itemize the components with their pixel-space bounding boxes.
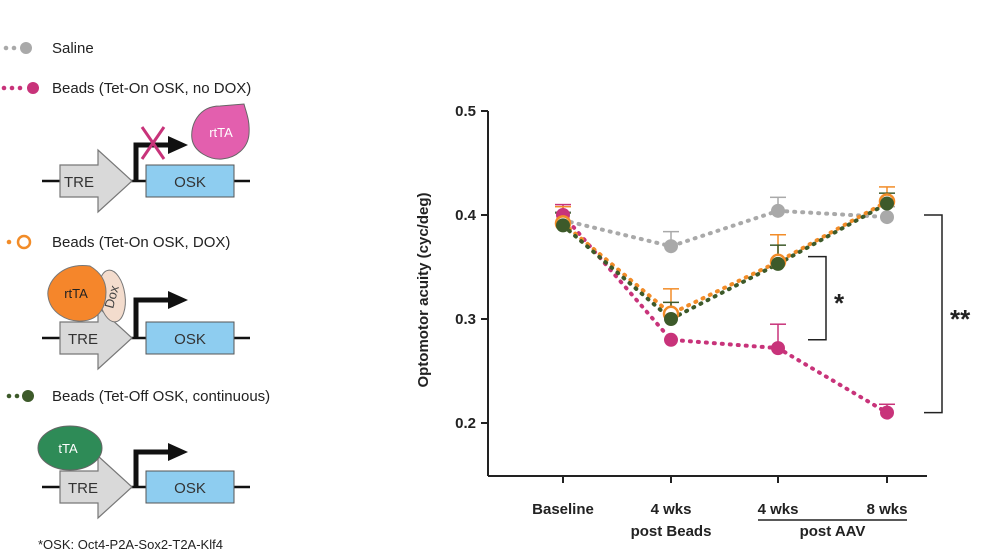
x-tick-label: Baseline xyxy=(532,501,594,518)
osk-label: OSK xyxy=(174,480,206,497)
legend-dot xyxy=(6,239,12,245)
legend-item-dox: Beads (Tet-On OSK, DOX) xyxy=(6,234,230,251)
legend-marker-saline xyxy=(20,42,32,54)
x-tick-sublabel: post Beads xyxy=(631,523,712,540)
osk-label: OSK xyxy=(174,174,206,191)
group-label: post AAV xyxy=(800,523,866,540)
data-point xyxy=(556,218,570,233)
rtta-protein xyxy=(191,103,250,160)
legend-dot xyxy=(17,85,23,91)
y-axis-title: Optomotor acuity (cyc/deg) xyxy=(415,192,432,387)
footnote: *OSK: Oct4-P2A-Sox2-T2A-Klf4 xyxy=(38,537,223,552)
tre-label: TRE xyxy=(68,480,98,497)
data-point xyxy=(664,239,678,254)
significance-bracket xyxy=(808,255,827,341)
promoter-arrowhead xyxy=(168,136,188,154)
osk-box xyxy=(145,164,235,198)
cross-icon xyxy=(140,126,166,160)
legend-dot xyxy=(14,393,20,399)
data-point xyxy=(664,332,678,347)
legend-dot xyxy=(6,393,12,399)
data-point xyxy=(880,210,894,225)
significance-brackets: *** xyxy=(808,214,971,414)
tta-label: tTA xyxy=(58,441,78,456)
legend-dot xyxy=(1,85,7,91)
legend-label-saline: Saline xyxy=(52,40,94,57)
tre-label: TRE xyxy=(64,174,94,191)
legend-label-tet-off: Beads (Tet-Off OSK, continuous) xyxy=(52,388,270,405)
data-point xyxy=(664,312,678,326)
x-tick-label: 4 wks xyxy=(651,501,692,518)
data-point xyxy=(771,203,785,218)
y-tick-label: 0.4 xyxy=(455,207,477,224)
series-line xyxy=(561,201,889,322)
significance-bracket xyxy=(924,214,943,414)
promoter-arrow xyxy=(133,297,172,338)
promoter-arrow xyxy=(133,142,172,181)
tre-label: TRE xyxy=(68,331,98,348)
y-tick-label: 0.2 xyxy=(455,415,476,432)
legend-label-no-dox: Beads (Tet-On OSK, no DOX) xyxy=(52,80,251,97)
construct-diagram-no-dox: TRE OSK rtTA xyxy=(42,103,250,214)
significance-label: ** xyxy=(950,304,971,334)
legend-label-dox: Beads (Tet-On OSK, DOX) xyxy=(52,234,230,251)
legend-marker-tet-off xyxy=(22,390,34,402)
promoter-arrowhead xyxy=(168,443,188,461)
y-tick-label: 0.3 xyxy=(455,311,476,328)
legend-item-tet-off: Beads (Tet-Off OSK, continuous) xyxy=(6,388,270,405)
osk-box xyxy=(145,321,235,355)
x-tick-label: 4 wks xyxy=(758,501,799,518)
legend-dot xyxy=(3,45,9,51)
data-point xyxy=(771,256,785,271)
tre-arrow xyxy=(59,454,133,520)
construct-diagram-tet-off: TRE OSK tTA xyxy=(37,425,250,520)
line-chart: Optomotor acuity (cyc/deg) 0.5 0.4 0.3 0.2 B… xyxy=(415,103,971,540)
tre-arrow xyxy=(59,305,133,371)
legend-item-saline: Saline xyxy=(3,40,94,57)
series-line xyxy=(561,213,889,415)
legend-marker-no-dox xyxy=(27,82,39,94)
x-tick-label: 8 wks xyxy=(867,501,908,518)
rtta-protein xyxy=(47,265,107,322)
chart-series xyxy=(554,186,896,420)
rtta-label: rtTA xyxy=(209,125,233,140)
construct-diagram-dox: TRE OSK Dox rtTA xyxy=(42,265,250,371)
legend: Saline Beads (Tet-On OSK, no DOX) Beads … xyxy=(1,40,270,405)
legend-dot xyxy=(9,85,15,91)
osk-label: OSK xyxy=(174,331,206,348)
promoter-arrowhead xyxy=(168,291,188,309)
rtta-label: rtTA xyxy=(64,286,88,301)
legend-dot xyxy=(11,45,17,51)
legend-item-no-dox: Beads (Tet-On OSK, no DOX) xyxy=(1,80,251,97)
tta-protein xyxy=(37,425,103,471)
promoter-arrow xyxy=(133,449,172,487)
osk-box xyxy=(145,470,235,504)
series-line xyxy=(561,208,889,249)
tre-arrow xyxy=(59,148,133,214)
data-point xyxy=(880,196,894,211)
dox-label: Dox xyxy=(101,283,122,310)
significance-label: * xyxy=(834,288,845,318)
data-point xyxy=(880,405,894,420)
data-point xyxy=(771,341,785,356)
chart-axes: 0.5 0.4 0.3 0.2 Baseline 4 wks post Beads 4 wks… xyxy=(455,103,927,540)
series-line xyxy=(561,199,889,317)
y-tick-label: 0.5 xyxy=(455,103,476,120)
legend-marker-dox xyxy=(16,234,32,250)
